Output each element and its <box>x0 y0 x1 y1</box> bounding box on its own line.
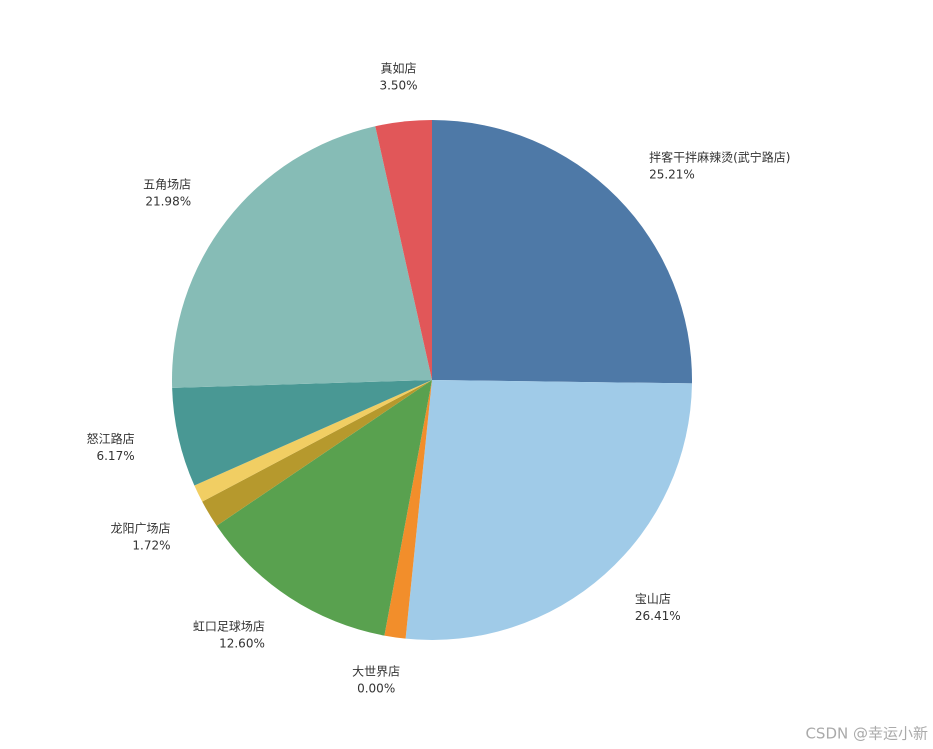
slice-value: 12.60% <box>219 637 265 651</box>
pie-slice <box>432 120 693 384</box>
watermark: CSDN @幸运小新 <box>805 725 928 743</box>
slice-label: 真如店 <box>381 60 417 75</box>
slice-label: 虹口足球场店 <box>193 620 265 634</box>
slice-value: 26.41% <box>635 609 681 623</box>
slice-value: 21.98% <box>145 194 191 208</box>
slice-value: 1.72% <box>132 539 170 553</box>
pie-slice <box>172 126 432 388</box>
pie-slice <box>384 380 432 639</box>
pie-slice <box>405 380 692 641</box>
pie-slice <box>194 380 432 502</box>
pie-slice <box>216 380 432 636</box>
pie-slice <box>375 120 432 380</box>
slice-label: 拌客干拌麻辣烫(武宁路店) <box>649 149 790 164</box>
pie-slice <box>172 380 433 486</box>
slice-label: 宝山店 <box>635 592 671 606</box>
pie-slice <box>202 380 432 526</box>
slice-value: 25.21% <box>649 167 695 181</box>
slice-value: 3.50% <box>379 78 417 92</box>
slice-label: 五角场店 <box>143 177 191 191</box>
slice-value: 6.17% <box>96 449 134 463</box>
slice-label: 龙阳广场店 <box>111 522 171 536</box>
slice-label: 怒江路店 <box>87 431 135 446</box>
slice-label: 大世界店 <box>352 664 400 678</box>
slice-value: 0.00% <box>357 681 395 695</box>
